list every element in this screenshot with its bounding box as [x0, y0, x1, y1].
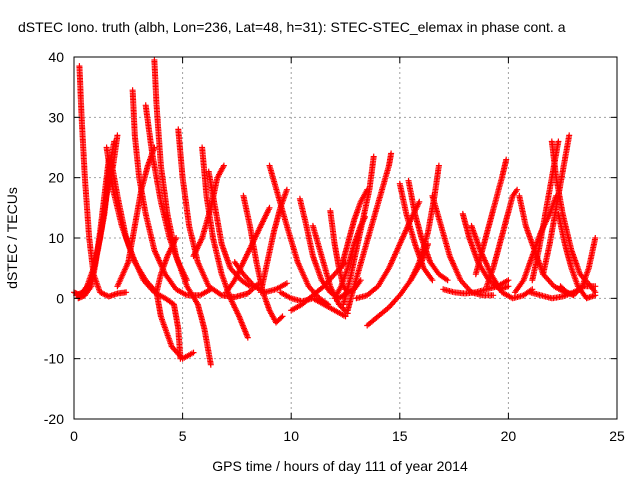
data-series [472, 156, 510, 278]
x-tick-label: 5 [179, 428, 187, 444]
data-series [557, 235, 599, 299]
x-tick-label: 0 [70, 428, 78, 444]
data-series [483, 186, 521, 290]
data-point-marks [472, 156, 510, 278]
data-point-marks [257, 186, 290, 296]
data-point-marks [153, 235, 197, 362]
data-series [468, 222, 536, 302]
chart-title: dSTEC Iono. truth (albh, Lon=236, Lat=48… [18, 19, 566, 35]
data-series [340, 153, 377, 308]
data-series [344, 150, 395, 314]
y-tick-label: 10 [48, 230, 64, 246]
x-tick-label: 20 [501, 428, 517, 444]
data-series [153, 235, 197, 362]
y-tick-label: -20 [44, 411, 64, 427]
data-point-marks [468, 222, 536, 302]
y-tick-label: 30 [48, 109, 64, 125]
data-point-marks [483, 186, 521, 290]
data-point-marks [338, 186, 371, 272]
x-tick-label: 25 [609, 428, 625, 444]
data-series [151, 57, 214, 368]
y-tick-label: 40 [48, 49, 64, 65]
y-axis-label: dSTEC / TECUs [4, 187, 20, 289]
data-series [223, 204, 273, 296]
data-point-marks [175, 126, 262, 301]
x-tick-label: 10 [283, 428, 299, 444]
data-series [75, 156, 112, 302]
data-point-marks [429, 192, 497, 299]
axis-ticks: 0 5 10 15 20 25 -20 -10 0 10 20 30 40 [44, 49, 625, 444]
data-point-marks [557, 235, 599, 299]
data-series [114, 144, 158, 290]
data-series [429, 192, 497, 299]
data-series [257, 186, 290, 296]
data-marks [71, 57, 599, 368]
data-series [338, 186, 371, 272]
data-series [76, 63, 130, 300]
data-series [175, 126, 262, 301]
data-series [266, 162, 332, 308]
data-point-marks [223, 204, 273, 296]
data-point-marks [151, 57, 214, 368]
data-point-marks [344, 150, 395, 314]
x-tick-label: 15 [392, 428, 408, 444]
data-point-marks [76, 63, 130, 300]
data-series [405, 177, 451, 284]
y-tick-label: 20 [48, 170, 64, 186]
y-tick-label: -10 [44, 351, 64, 367]
data-point-marks [266, 162, 332, 308]
y-tick-label: 0 [56, 290, 64, 306]
data-point-marks [75, 156, 112, 302]
data-point-marks [114, 144, 158, 290]
data-point-marks [340, 153, 377, 308]
data-series [199, 144, 251, 341]
x-axis-label: GPS time / hours of day 111 of year 2014 [212, 458, 468, 474]
data-point-marks [199, 144, 251, 341]
data-point-marks [405, 177, 451, 284]
